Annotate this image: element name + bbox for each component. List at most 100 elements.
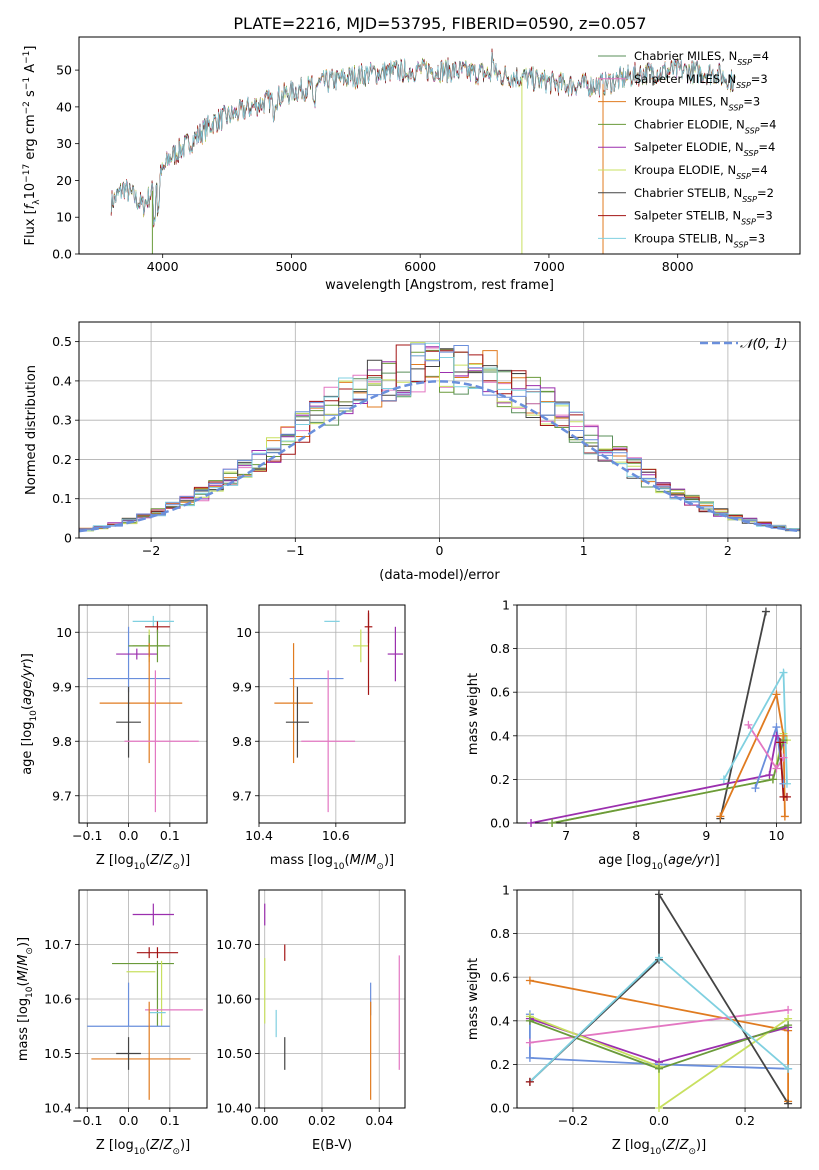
weight-marker — [751, 784, 760, 793]
x-tick-label: 0.1 — [160, 828, 180, 843]
weight-marker — [716, 812, 725, 821]
label-part: ⊙ — [172, 1147, 180, 1157]
legend-label: Kroupa ELODIE, NSSP=4 — [634, 163, 768, 181]
label-part: M — [16, 970, 31, 981]
y-tick-label: 0.2 — [52, 452, 72, 467]
label-part: )] — [696, 1138, 706, 1153]
y-tick-label: 40 — [56, 99, 72, 114]
y-tick-label: 10.5 — [44, 1046, 72, 1061]
y-tick-label: 9.8 — [232, 734, 252, 749]
label-part: ( — [145, 853, 150, 868]
label-part: 10 — [25, 986, 35, 998]
y-axis-label: Normed distribution — [24, 365, 39, 495]
legend-text: Chabrier STELIB, N — [634, 186, 742, 200]
panels: 4000 5000 6000 7000 80000.01020304050wavelen… — [16, 36, 802, 1157]
label-part: −2 — [22, 101, 32, 114]
x-tick-label: 0.2 — [735, 1113, 755, 1128]
y-tick-label: 0.6 — [490, 970, 510, 985]
x-axis-label: Z [log10(Z/Z⊙)] — [612, 1138, 706, 1157]
x-tick-label: 4000 — [147, 259, 179, 274]
panel-mass_vs_EBV: 0.00 0.02 0.04 10.40 10.50 10.60 10.70 E(B-V) — [216, 889, 406, 1153]
axes-frame — [78, 36, 801, 255]
label-part: )] — [384, 853, 394, 868]
label-part: −1 — [22, 51, 32, 64]
weight-marker — [719, 775, 728, 784]
weight-marker — [525, 1053, 534, 1062]
weight-marker — [784, 1005, 793, 1014]
y-tick-label: 0.8 — [490, 926, 510, 941]
x-tick-label: −0.1 — [72, 1113, 102, 1128]
legend-subscript: SSP — [741, 217, 756, 226]
y-tick-label: 0.4 — [490, 728, 510, 743]
label-part: mass [log — [270, 853, 333, 868]
x-tick-label: 6000 — [404, 259, 436, 274]
y-tick-label: 9.9 — [232, 679, 252, 694]
y-tick-label: 10.7 — [44, 937, 72, 952]
weight-marker — [744, 720, 753, 729]
label-part: 10 — [651, 862, 663, 872]
legend-text: =3 — [748, 231, 765, 245]
label-part: M — [365, 853, 376, 868]
label-part: 10 — [333, 862, 345, 872]
y-tick-label: 0.4 — [52, 373, 72, 388]
y-axis-label: mass weight — [466, 958, 481, 1040]
y-tick-label: 9.7 — [52, 788, 72, 803]
weight-marker — [527, 819, 536, 827]
weight-line — [529, 1014, 789, 1070]
label-part: )] — [710, 853, 720, 868]
x-tick-label: 8 — [632, 828, 640, 843]
weight-marker — [779, 753, 788, 762]
label-part: f — [23, 202, 38, 209]
weight-marker — [772, 731, 781, 740]
x-tick-label: 9 — [702, 828, 710, 843]
legend-text: Salpeter STELIB, N — [634, 209, 741, 223]
weight-marker — [784, 1064, 793, 1073]
weight-marker — [655, 1104, 663, 1112]
x-tick-label: 7 — [562, 828, 570, 843]
legend-text: Kroupa MILES, N — [634, 95, 729, 109]
label-part: 10 — [23, 183, 38, 200]
weight-marker — [772, 764, 781, 773]
plot-area — [87, 903, 203, 1100]
label-part: / — [361, 853, 366, 868]
weight-marker — [655, 1064, 663, 1073]
axes-frame — [78, 604, 208, 824]
y-tick-label: 10.40 — [216, 1101, 252, 1116]
legend-text: Kroupa ELODIE, N — [634, 163, 736, 177]
legend-text: Chabrier ELODIE, N — [634, 117, 745, 131]
label-part: / — [159, 1138, 164, 1153]
label-part: 10 — [29, 710, 39, 722]
y-axis-label: mass weight — [466, 673, 481, 755]
panel-mass_weight_vs_Z: −0.2 0.0 0.20.00.20.40.60.81Z [log10(Z/Z⊙)… — [466, 883, 802, 1157]
normal-reference-curve — [79, 380, 800, 533]
legend-label: Kroupa MILES, NSSP=3 — [634, 95, 760, 113]
y-axis-label: mass [log10(M/M⊙)] — [16, 937, 35, 1061]
legend-text: =4 — [758, 140, 775, 154]
label-part: / — [159, 853, 164, 868]
y-tick-label: 20 — [56, 173, 72, 188]
label-part: λ — [32, 199, 42, 205]
y-tick-label: 0.0 — [490, 1101, 510, 1116]
label-part: M — [350, 853, 361, 868]
label-part: ( — [20, 705, 35, 710]
x-tick-label: 8000 — [662, 259, 694, 274]
label-part: 10 — [134, 862, 146, 872]
label-part: Z — [163, 853, 174, 868]
y-tick-label: 1 — [502, 598, 510, 613]
label-part: 10 — [134, 1147, 146, 1157]
legend-label: Chabrier ELODIE, NSSP=4 — [634, 117, 776, 135]
y-tick-label: 0.0 — [490, 816, 510, 831]
legend-subscript: SSP — [736, 80, 751, 89]
y-tick-label: 10 — [56, 210, 72, 225]
weight-marker — [765, 771, 774, 780]
weight-marker — [768, 775, 777, 784]
label-part: ( — [345, 853, 350, 868]
y-tick-label: 1 — [502, 883, 510, 898]
label-part: ⊙ — [688, 1147, 696, 1157]
x-tick-label: 0.0 — [119, 828, 139, 843]
x-tick-label: 0 — [436, 543, 444, 558]
y-tick-label: 0.8 — [490, 641, 510, 656]
legend-text: Salpeter ELODIE, N — [634, 140, 744, 154]
